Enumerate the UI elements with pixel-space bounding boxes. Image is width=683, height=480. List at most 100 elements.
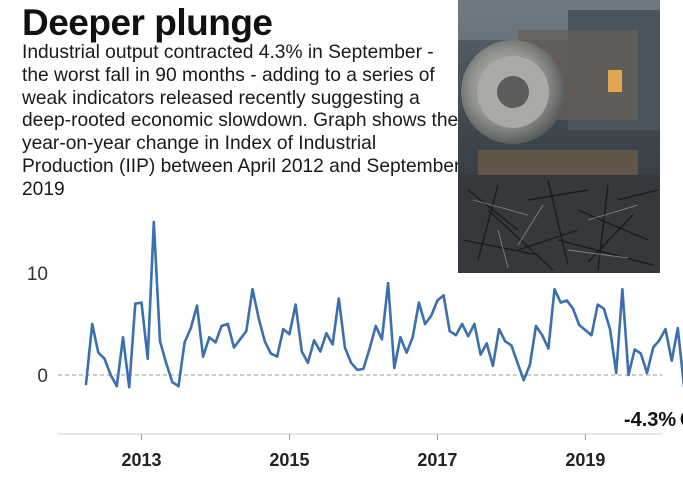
data-point [374,324,377,328]
industrial-photo-graphic [458,0,660,273]
data-point [491,364,495,367]
data-point [251,288,254,291]
data-point [97,351,100,354]
data-point [565,299,569,302]
data-point [91,322,94,326]
data-point [559,301,562,304]
data-point [189,326,192,330]
chart-title: Deeper plunge [22,2,273,43]
data-point [288,333,291,336]
data-point [195,304,199,307]
data-point [534,324,538,328]
data-point [128,386,131,389]
data-point [275,355,279,358]
data-point [652,346,655,349]
data-point [349,361,353,364]
data-point [541,334,544,337]
data-point [615,371,618,375]
data-point [467,335,470,338]
data-point [245,329,248,333]
data-point [528,363,532,366]
data-point [602,307,606,310]
data-point [325,332,328,335]
data-point [399,336,402,339]
data-point [312,339,316,342]
data-point [510,344,513,347]
data-point [134,302,137,305]
data-point [380,338,384,341]
data-point [146,357,149,360]
data-point [115,385,119,388]
x-tick-label: 2019 [565,450,605,470]
x-tick-label: 2017 [417,450,457,470]
data-point [633,348,636,351]
data-point [269,352,273,355]
data-point [183,341,186,344]
data-point [516,361,519,364]
data-point [331,343,334,346]
data-point [177,385,180,388]
data-point [423,322,427,326]
data-point [473,322,476,326]
data-point [282,327,285,331]
data-point [596,303,599,306]
data-point [164,361,168,364]
data-point [158,340,162,343]
data-point [103,357,106,360]
data-point [553,288,556,291]
data-point [405,351,408,354]
data-point [436,299,439,302]
end-point-label: -4.3% [624,409,676,431]
data-point [621,288,624,291]
data-point [497,327,501,331]
x-tick-label: 2013 [121,450,161,470]
industrial-photo [458,0,660,273]
data-point [121,336,125,339]
data-point [368,347,371,350]
data-point [263,340,266,343]
data-point [238,338,242,341]
data-point [337,297,340,300]
x-tick-label: 2015 [269,450,309,470]
data-point [578,323,581,327]
data-point [608,327,612,331]
data-point [386,282,390,285]
data-point [109,373,112,377]
data-point [84,383,88,386]
data-point [356,368,359,372]
data-point [676,326,679,330]
data-point [232,346,236,349]
data-point [479,353,482,356]
data-point [393,366,396,370]
data-point [504,340,507,343]
data-point [448,329,451,333]
y-tick-label: 10 [27,264,48,285]
data-point [485,342,488,345]
series-line [84,220,683,389]
data-point [460,322,464,326]
data-point [214,341,217,344]
data-point [417,301,421,304]
chart-subtitle: Industrial output contracted 4.3% in Sep… [22,42,461,200]
data-point [670,359,673,362]
data-point [627,373,630,377]
data-point [257,316,260,320]
data-point [152,220,155,224]
data-point [584,328,587,332]
data-point [306,361,310,364]
data-point [300,350,303,353]
data-point [171,380,174,384]
data-point [294,303,297,306]
data-point [343,346,347,349]
data-point [201,355,205,358]
data-point [362,367,365,371]
data-point [658,339,661,342]
data-point [319,350,322,353]
data-point [571,307,575,310]
data-point [430,314,433,317]
data-point [547,347,550,350]
data-point [411,336,414,339]
data-point [590,334,593,337]
data-point [664,327,667,331]
